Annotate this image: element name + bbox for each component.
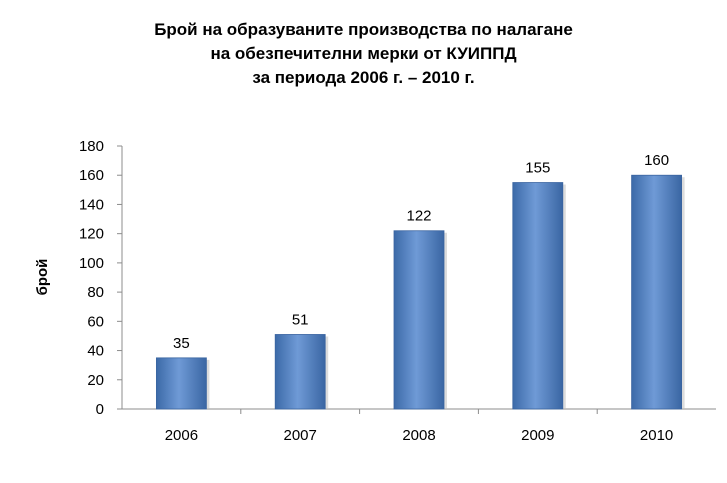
- y-axis: 0 20 40 60 80 100 120 140 160 180: [79, 138, 123, 418]
- x-tick-label-2007: 2007: [284, 427, 317, 444]
- data-labels: 35 51 122 155 160: [173, 152, 669, 352]
- data-label-2007: 51: [292, 311, 309, 328]
- bar-2008: [393, 230, 445, 410]
- data-label-2009: 155: [525, 160, 550, 177]
- bar-2009: [512, 182, 564, 410]
- data-label-2010: 160: [644, 152, 669, 169]
- chart-title-line-2: на обезпечителни мерки от КУИППД: [210, 44, 517, 63]
- y-tick-label: 80: [87, 284, 104, 301]
- y-tick-label: 140: [79, 196, 104, 213]
- x-axis: 2006 2007 2008 2009 2010: [122, 408, 716, 444]
- bar-2007: [274, 334, 326, 410]
- y-tick-label: 160: [79, 167, 104, 184]
- y-tick-label: 40: [87, 343, 104, 360]
- y-tick-label: 20: [87, 372, 104, 389]
- x-tick-label-2010: 2010: [640, 427, 673, 444]
- y-tick-label: 120: [79, 226, 104, 243]
- y-tick-label: 60: [87, 313, 104, 330]
- y-tick-label: 180: [79, 138, 104, 155]
- data-label-2008: 122: [406, 208, 431, 225]
- y-axis-label: брой: [34, 259, 51, 296]
- x-tick-label-2009: 2009: [521, 427, 554, 444]
- x-tick-label-2006: 2006: [165, 427, 198, 444]
- chart-title: Брой на образуваните производства по нал…: [0, 18, 727, 90]
- bar-2010: [631, 174, 682, 410]
- bar-series: [155, 174, 685, 410]
- chart-title-line-3: за периода 2006 г. – 2010 г.: [252, 68, 475, 87]
- y-tick-label: 100: [79, 255, 104, 272]
- y-tick-label: 0: [96, 401, 104, 418]
- bar-2006: [155, 357, 207, 410]
- x-tick-label-2008: 2008: [402, 427, 435, 444]
- data-label-2006: 35: [173, 335, 190, 352]
- chart-title-line-1: Брой на образуваните производства по нал…: [154, 20, 573, 39]
